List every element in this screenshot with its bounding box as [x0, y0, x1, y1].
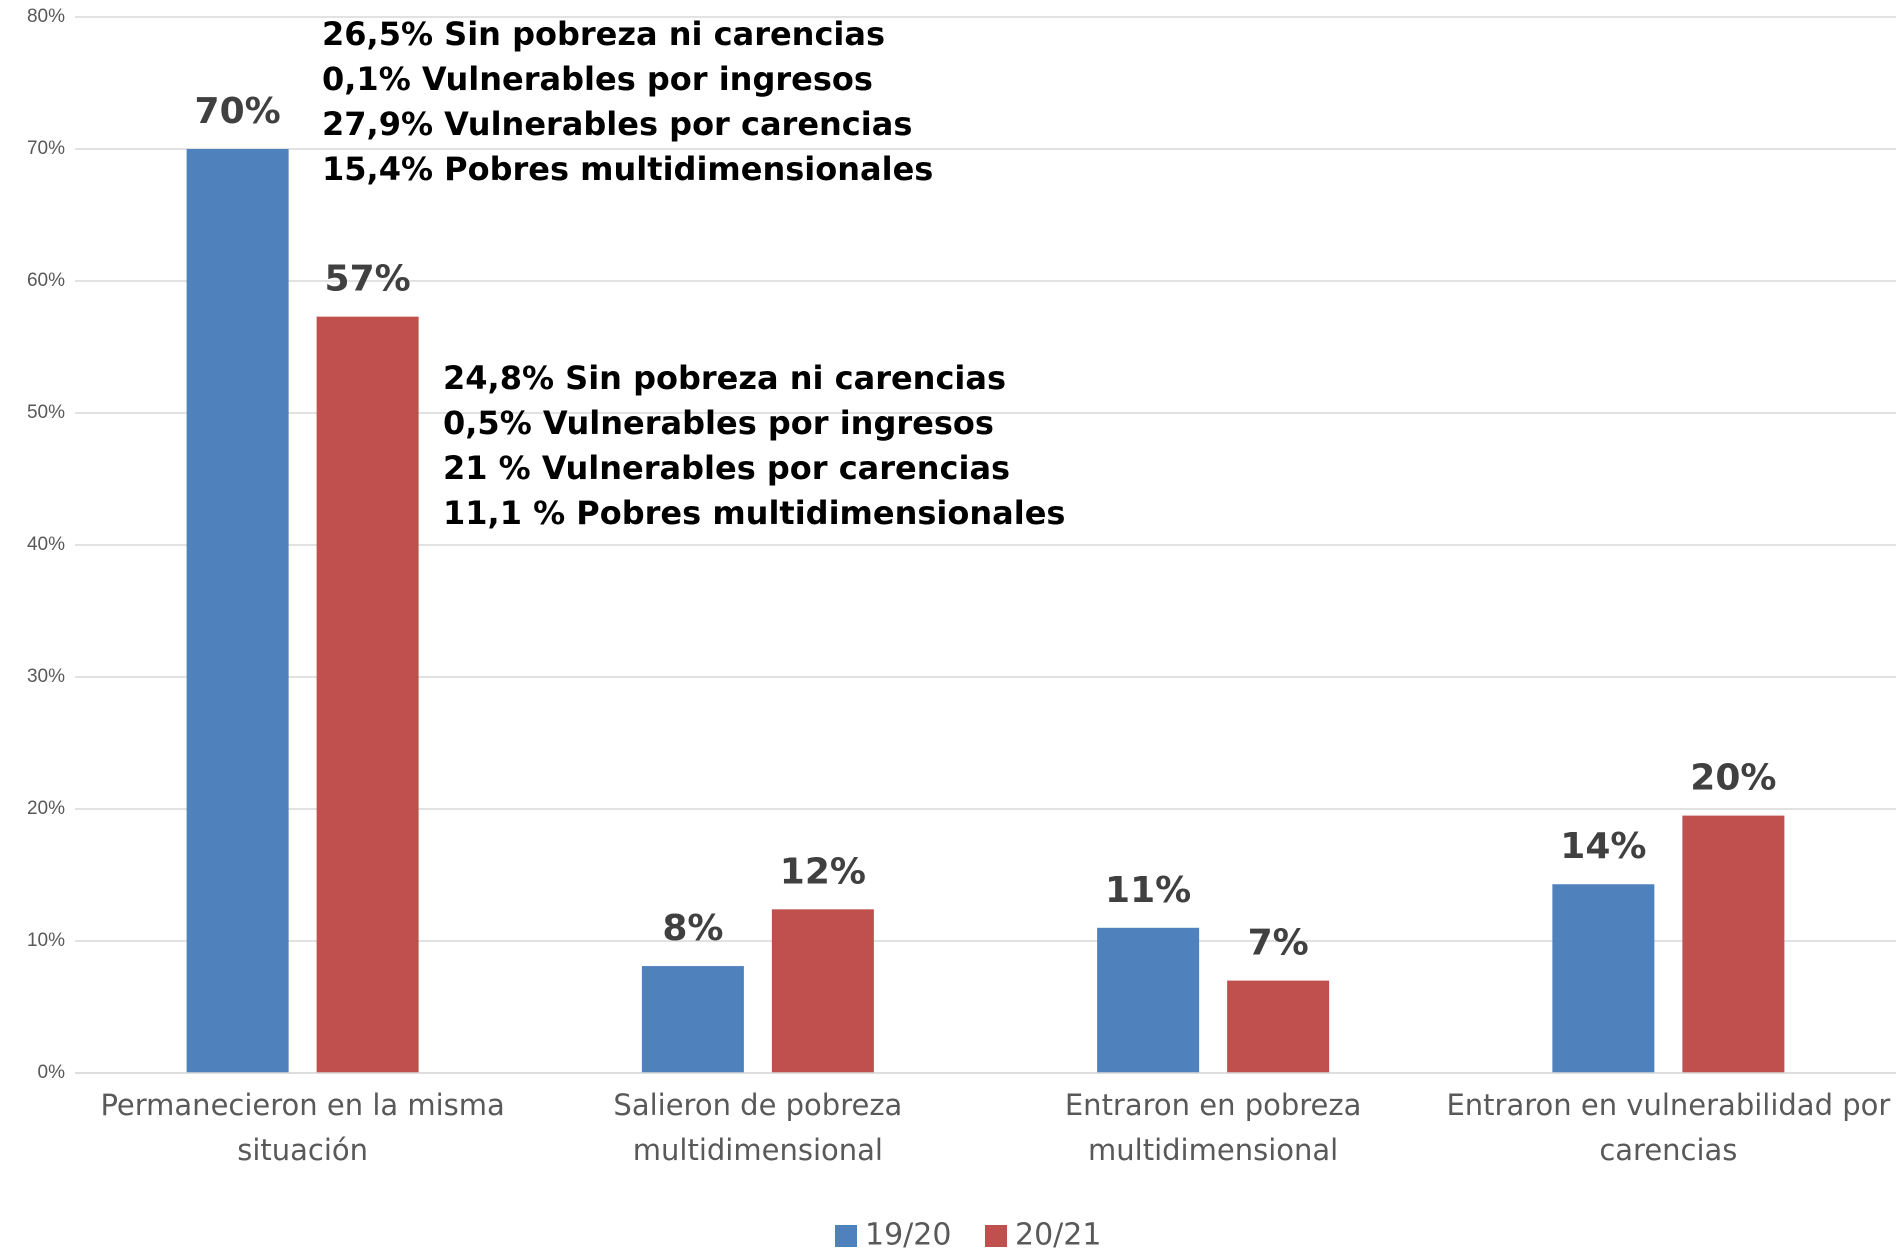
- y-tick-label: 70%: [27, 138, 65, 159]
- y-tick-label: 80%: [27, 6, 65, 27]
- data-label: 12%: [780, 851, 866, 892]
- x-tick-label-box: Salieron de pobreza multidimensional: [613, 1088, 903, 1167]
- bar: [1227, 980, 1330, 1073]
- bar: [186, 149, 289, 1073]
- bar: [1097, 927, 1200, 1073]
- bar: [641, 966, 744, 1073]
- bar: [1682, 815, 1785, 1073]
- y-tick-label: 50%: [27, 402, 65, 423]
- legend-label: 19/20: [865, 1218, 951, 1252]
- data-label: 20%: [1690, 758, 1776, 799]
- annotation: 11,1 % Pobres multidimensionales: [443, 494, 1065, 532]
- annotation: 0,5% Vulnerables por ingresos: [443, 404, 994, 442]
- y-tick-label: 30%: [27, 666, 65, 687]
- data-label: 8%: [662, 908, 723, 949]
- data-label: 7%: [1248, 923, 1309, 964]
- legend-label: 20/21: [1015, 1218, 1101, 1252]
- legend-swatch: [985, 1225, 1007, 1247]
- data-label: 70%: [195, 91, 281, 132]
- y-tick-label: 10%: [27, 930, 65, 951]
- bar: [1552, 884, 1655, 1073]
- x-tick-label: Salieron de pobreza multidimensional: [613, 1088, 903, 1167]
- y-tick-label: 40%: [27, 534, 65, 555]
- annotation: 26,5% Sin pobreza ni carencias: [322, 15, 885, 53]
- data-label: 11%: [1105, 870, 1191, 911]
- y-tick-label: 0%: [38, 1062, 66, 1083]
- bar: [316, 316, 419, 1073]
- data-label: 57%: [325, 259, 411, 300]
- y-tick-label: 20%: [27, 798, 65, 819]
- annotation: 27,9% Vulnerables por carencias: [322, 105, 912, 143]
- x-tick-label-box: Entraron en vulnerabilidad por carencias: [1446, 1088, 1891, 1167]
- x-tick-label: Entraron en vulnerabilidad por carencias: [1446, 1088, 1891, 1167]
- y-tick-label: 60%: [27, 270, 65, 291]
- legend-swatch: [835, 1225, 857, 1247]
- x-tick-label: Entraron en pobreza multidimensional: [1064, 1088, 1362, 1167]
- annotation: 24,8% Sin pobreza ni carencias: [443, 359, 1006, 397]
- annotation: 15,4% Pobres multidimensionales: [322, 150, 933, 188]
- annotation: 0,1% Vulnerables por ingresos: [322, 60, 873, 98]
- data-label: 14%: [1560, 826, 1646, 867]
- x-tick-label: Permanecieron en la misma situación: [100, 1088, 505, 1167]
- x-tick-label-box: Entraron en pobreza multidimensional: [1064, 1088, 1362, 1167]
- bar: [771, 909, 874, 1073]
- annotation: 21 % Vulnerables por carencias: [443, 449, 1010, 487]
- x-tick-label-box: Permanecieron en la misma situación: [100, 1088, 505, 1167]
